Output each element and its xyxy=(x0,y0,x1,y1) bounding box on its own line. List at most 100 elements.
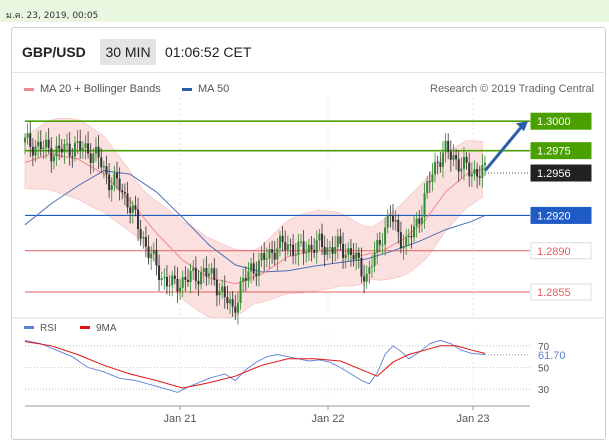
candle-body xyxy=(415,218,418,227)
candle-body xyxy=(126,193,129,208)
candle-body xyxy=(336,236,339,248)
candle-body xyxy=(200,271,203,285)
candle-body xyxy=(368,267,371,274)
candle-body xyxy=(352,254,355,260)
candle-body xyxy=(247,271,250,281)
rsi-tick-label: 30 xyxy=(538,385,550,396)
candle-body xyxy=(113,173,116,186)
candle-body xyxy=(42,147,45,150)
candle-body xyxy=(271,249,274,253)
candle-body xyxy=(76,141,79,143)
ma20-legend-label: MA 20 + Bollinger Bands xyxy=(40,83,161,95)
candle-body xyxy=(392,215,394,222)
candle-body xyxy=(218,291,221,296)
level-label: 1.2855 xyxy=(537,287,571,299)
candle-body xyxy=(171,275,174,286)
candle-body xyxy=(444,140,447,153)
header-divider xyxy=(11,72,606,73)
candle-body xyxy=(263,253,266,260)
candle-body xyxy=(39,141,42,150)
candle-body xyxy=(286,244,289,251)
candle-body xyxy=(284,242,287,251)
candle-body xyxy=(50,147,53,162)
candle-body xyxy=(165,277,168,287)
candle-body xyxy=(413,226,416,238)
candle-body xyxy=(221,286,224,292)
candle-body xyxy=(407,235,410,238)
candle-body xyxy=(305,252,308,254)
candle-body xyxy=(252,263,255,274)
rsi-legend-label: RSI xyxy=(40,323,57,334)
forecast-arrow xyxy=(483,125,524,172)
candle-body xyxy=(302,241,305,254)
candle-body xyxy=(384,227,387,245)
candle-body xyxy=(281,235,284,243)
level-label-box xyxy=(530,283,592,301)
candle-body xyxy=(318,233,321,241)
candle-body xyxy=(347,248,350,255)
date-bar: ม.ค. 23, 2019, 00:05 xyxy=(0,0,609,22)
candle-body xyxy=(160,278,163,281)
research-credit: Research © 2019 Trading Central xyxy=(430,83,595,95)
candle-body xyxy=(139,229,142,239)
candle-body xyxy=(236,302,239,313)
x-tick-label: Jan 21 xyxy=(163,413,196,425)
level-label-box xyxy=(530,206,592,224)
candle-body xyxy=(289,244,292,246)
candle-body xyxy=(410,235,413,238)
candle-body xyxy=(405,237,408,246)
level-label: 1.2890 xyxy=(537,246,571,258)
candle-body xyxy=(276,248,279,260)
candle-body xyxy=(108,174,111,191)
candle-body xyxy=(100,157,103,168)
level-label: 1.2920 xyxy=(537,210,571,222)
candle-body xyxy=(244,277,247,281)
candle-body xyxy=(378,240,381,245)
candle-body xyxy=(399,232,402,249)
candle-body xyxy=(116,173,118,179)
candle-body xyxy=(144,237,147,247)
candle-body xyxy=(84,143,87,149)
candle-body xyxy=(381,244,384,246)
timeframe-selector[interactable]: 30 MIN xyxy=(100,39,156,65)
rsi-ma-line xyxy=(24,341,486,389)
candle-body xyxy=(97,146,100,158)
candle-body xyxy=(192,267,195,271)
candle-body xyxy=(184,277,187,280)
candle-body xyxy=(436,161,439,163)
candle-body xyxy=(462,156,465,169)
candle-body xyxy=(307,244,310,253)
candle-body xyxy=(202,268,205,272)
currency-pair-title: GBP/USD xyxy=(22,44,86,60)
candle-body xyxy=(121,190,124,192)
level-label: 1.2956 xyxy=(537,168,571,180)
candle-body xyxy=(426,181,429,194)
candle-body xyxy=(229,299,232,304)
candle-body xyxy=(420,217,423,224)
level-label: 1.2975 xyxy=(537,146,571,158)
candle-body xyxy=(81,148,84,151)
candle-body xyxy=(449,151,452,160)
candle-body xyxy=(242,277,245,283)
candle-body xyxy=(394,219,397,222)
candle-body xyxy=(210,268,213,274)
forecast-arrow-head xyxy=(516,121,528,132)
candle-body xyxy=(150,253,153,259)
candle-body xyxy=(292,244,295,256)
rsi-ma-legend-label: 9MA xyxy=(96,323,117,334)
candle-body xyxy=(321,233,324,248)
candle-body xyxy=(37,141,40,147)
candle-body xyxy=(52,156,55,162)
candle-body xyxy=(92,153,95,163)
candle-body xyxy=(168,285,171,287)
candle-body xyxy=(478,176,481,178)
candle-body xyxy=(373,252,376,267)
candle-body xyxy=(71,156,74,158)
level-label-box xyxy=(530,242,592,260)
candle-body xyxy=(55,145,58,157)
candle-body xyxy=(158,265,161,281)
candle-body xyxy=(118,178,121,191)
candle-body xyxy=(360,257,363,277)
candle-body xyxy=(179,287,182,292)
candle-body xyxy=(418,218,421,224)
